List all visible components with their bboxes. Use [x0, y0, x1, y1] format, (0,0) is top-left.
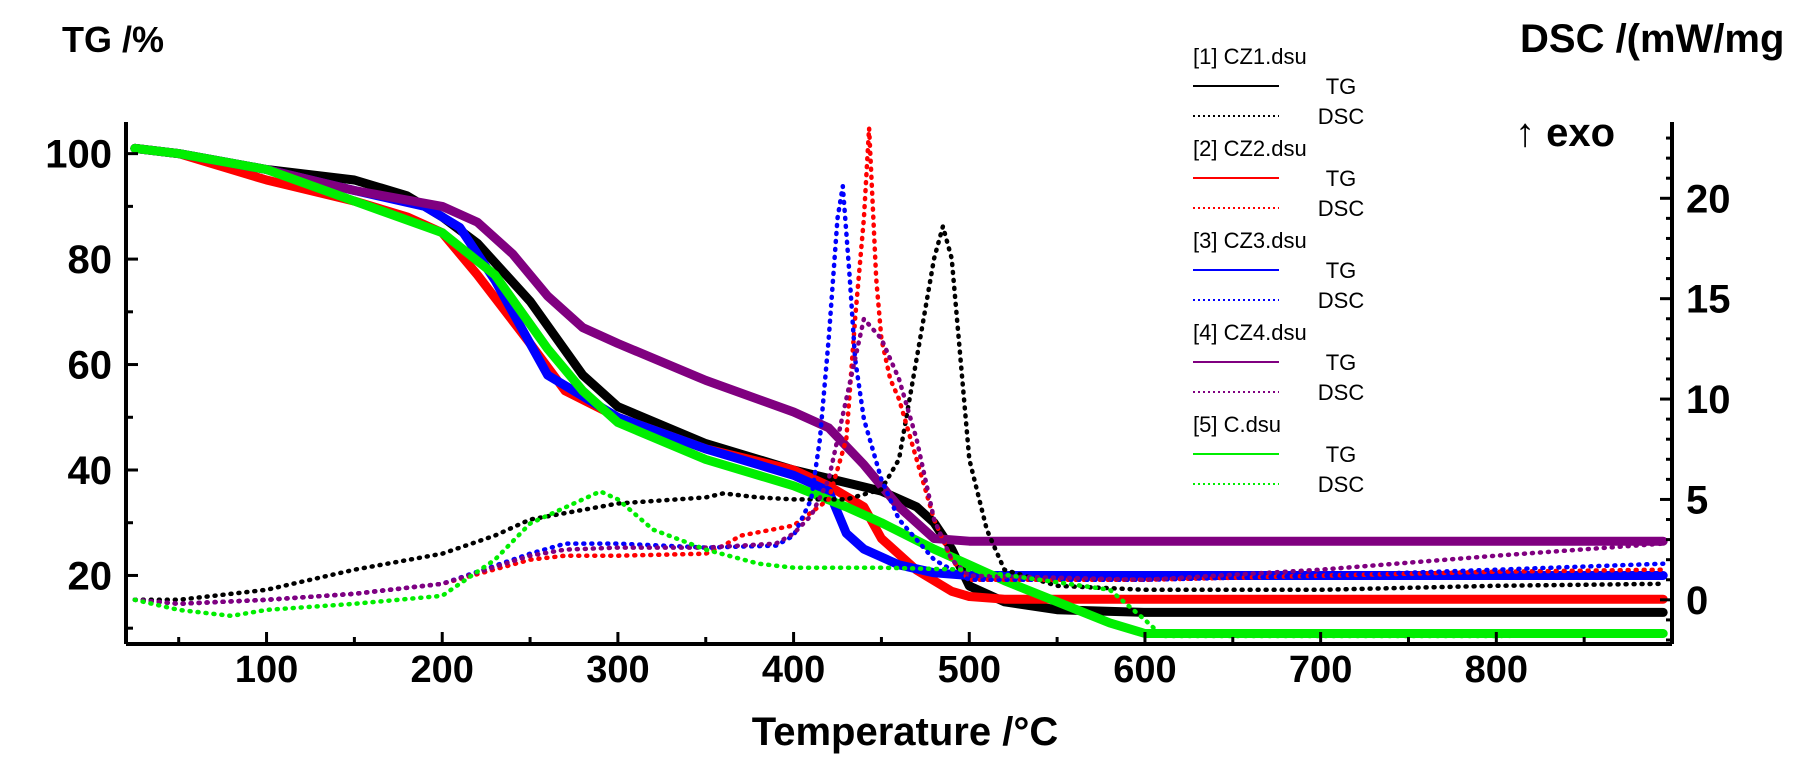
legend-file-label: [4] CZ4.dsu — [1193, 320, 1307, 345]
x-tick-label: 400 — [762, 649, 825, 691]
plot-lines — [130, 125, 1668, 639]
x-tick-label: 700 — [1289, 649, 1352, 691]
x-axis-title: Temperature /°C — [752, 710, 1058, 754]
y-right-tick-label: 20 — [1686, 177, 1731, 221]
y-left-tick-label: 20 — [68, 554, 113, 598]
x-tick-label: 100 — [235, 649, 298, 691]
legend-entry: [5] C.dsu TG DSC — [1193, 412, 1364, 497]
legend-file-label: [2] CZ2.dsu — [1193, 136, 1307, 161]
y-left-axis-title: TG /% — [62, 19, 164, 60]
exo-label: ↑ exo — [1515, 111, 1615, 155]
y-right-tick-label: 0 — [1686, 579, 1708, 623]
series-cz1-dsc — [132, 224, 1666, 603]
series-cz4-dsc — [132, 316, 1666, 607]
series-cz3-dsc — [132, 183, 1666, 607]
x-tick-label: 500 — [938, 649, 1001, 691]
y-right-axis-title: DSC /(mW/mg — [1520, 17, 1784, 61]
axes — [124, 122, 1674, 646]
x-tick-label: 200 — [411, 649, 474, 691]
legend-tg-label: TG — [1326, 74, 1357, 99]
series-cz4-tg — [130, 143, 1668, 546]
series-cz2-dsc — [132, 125, 1666, 607]
x-tick-label: 800 — [1465, 649, 1528, 691]
y-right-tick-label: 5 — [1686, 478, 1708, 522]
legend-tg-label: TG — [1326, 258, 1357, 283]
y-left-tick-label: 40 — [68, 449, 113, 493]
y-left-tick-label: 80 — [68, 238, 113, 282]
legend-dsc-label: DSC — [1318, 380, 1365, 405]
x-tick-label: 300 — [586, 649, 649, 691]
y-left-tick-label: 60 — [68, 344, 113, 388]
legend-dsc-label: DSC — [1318, 472, 1365, 497]
legend-entry: [2] CZ2.dsu TG DSC — [1193, 136, 1364, 221]
legend-entry: [3] CZ3.dsu TG DSC — [1193, 228, 1364, 313]
legend-tg-label: TG — [1326, 350, 1357, 375]
y-right-tick-label: 10 — [1686, 378, 1731, 422]
legend-tg-label: TG — [1326, 166, 1357, 191]
legend-file-label: [5] C.dsu — [1193, 412, 1281, 437]
series-c-dsc — [132, 489, 1666, 639]
y-left-tick-label: 100 — [45, 133, 112, 177]
legend-file-label: [1] CZ1.dsu — [1193, 44, 1307, 69]
y-right-tick-label: 15 — [1686, 278, 1731, 322]
x-tick-label: 600 — [1113, 649, 1176, 691]
legend-tg-label: TG — [1326, 442, 1357, 467]
ticks: 100 200 300 400 500 600 700 800 20 40 60 80 100 0 5 10 1… — [45, 133, 1730, 691]
legend-entry: [4] CZ4.dsu TG DSC — [1193, 320, 1364, 405]
legend-dsc-label: DSC — [1318, 288, 1365, 313]
legend-dsc-label: DSC — [1318, 196, 1365, 221]
legend-entry: [1] CZ1.dsu TG DSC — [1193, 44, 1364, 129]
legend-file-label: [3] CZ3.dsu — [1193, 228, 1307, 253]
legend-dsc-label: DSC — [1318, 104, 1365, 129]
